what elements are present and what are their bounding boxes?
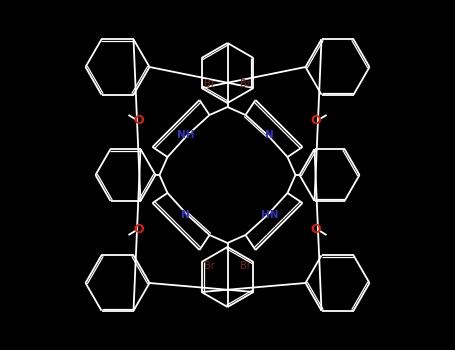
Text: Br: Br	[240, 261, 251, 271]
Text: O: O	[311, 114, 321, 127]
Text: NH: NH	[177, 130, 194, 140]
Text: N: N	[265, 130, 274, 140]
Text: HN: HN	[261, 210, 278, 220]
Text: O: O	[134, 114, 144, 127]
Text: O: O	[311, 223, 321, 236]
Text: O: O	[134, 223, 144, 236]
Text: Br: Br	[204, 261, 215, 271]
Text: Br: Br	[240, 79, 251, 89]
Text: N: N	[181, 210, 190, 220]
Text: Br: Br	[204, 79, 215, 89]
